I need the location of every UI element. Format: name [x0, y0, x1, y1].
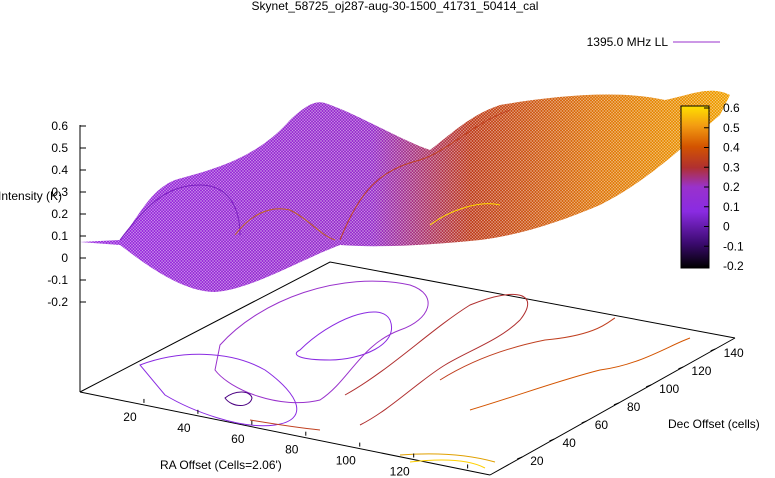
contour-4: [224, 391, 253, 406]
z-tick-label: 0.5: [51, 141, 68, 155]
contour-5: [344, 293, 529, 426]
z-tick-label: -0.1: [47, 273, 68, 287]
dec-tick-label: 40: [562, 436, 576, 450]
colorbar-tick-label: 0.1: [723, 200, 740, 214]
colorbar-tick-label: -0.1: [723, 239, 744, 253]
contour-2: [214, 280, 429, 404]
z-tick-label: 0.6: [51, 119, 68, 133]
colorbar-tick-label: 0.4: [723, 141, 740, 155]
base-plane: [79, 261, 736, 476]
surface-mesh-overlay: [80, 90, 730, 292]
dec-tick-label: 80: [627, 400, 641, 414]
colorbar-tick-label: 0.6: [723, 101, 740, 115]
surface-ridge-1: [119, 184, 241, 241]
colorbar: 0.6 0.5 0.4 0.3 0.2 0.1 0 -0.1 -0.2: [680, 101, 744, 273]
ra-axis-line: [79, 391, 491, 476]
dec-tick: [645, 384, 652, 388]
contour-3: [139, 353, 298, 427]
ra-axis-ticks: 20 40 60 80 100 120 140: [123, 398, 469, 478]
base-back-edges: [79, 261, 736, 393]
contour-9: [399, 453, 496, 463]
dec-tick-label: 60: [595, 418, 609, 432]
ra-tick-label: 60: [231, 432, 245, 446]
dec-tick: [710, 348, 716, 352]
z-tick-label: 0: [61, 251, 68, 265]
surface-ridge-2: [234, 208, 336, 241]
surface-mesh: [80, 90, 730, 292]
surface-ridge-3: [339, 109, 511, 241]
z-tick-label: 0.4: [51, 163, 68, 177]
colorbar-tick-label: -0.2: [723, 259, 744, 273]
colorbar-tick-label: 0.3: [723, 160, 740, 174]
dec-tick: [517, 456, 523, 460]
dec-tick: [613, 402, 620, 406]
contour-lines: [139, 280, 691, 469]
dec-tick-label: 20: [530, 454, 544, 468]
dec-tick-label: 140: [724, 346, 744, 360]
ra-tick-label: 120: [390, 465, 410, 478]
ra-tick-label: 100: [336, 454, 356, 468]
ra-tick-label: 140: [444, 475, 464, 478]
chart-title: Skynet_58725_oj287-aug-30-1500_41731_504…: [252, 0, 539, 13]
dec-tick-label: 100: [659, 382, 679, 396]
dec-axis-ticks: 20 40 60 80 100 120 140: [517, 346, 744, 468]
z-tick-label: 0.2: [51, 207, 68, 221]
z-tick-label: 0.1: [51, 229, 68, 243]
dec-tick-label: 120: [691, 364, 711, 378]
dec-axis-line: [489, 337, 736, 476]
z-tick-label: 0.3: [51, 185, 68, 199]
dec-axis-label: Dec Offset (cells): [668, 417, 760, 431]
contour-7: [439, 317, 616, 381]
ra-tick-label: 80: [285, 443, 299, 457]
colorbar-tick-label: 0: [723, 220, 730, 234]
dec-tick: [549, 438, 555, 442]
ra-tick-label: 20: [123, 410, 137, 424]
z-axis-label: Intensity (K): [0, 189, 62, 203]
colorbar-tick-label: 0.2: [723, 180, 740, 194]
z-tick-label: -0.2: [47, 295, 68, 309]
z-axis: 0.6 0.5 0.4 0.3 0.2 0.1 0 -0.1 -0.2 Intensity (K…: [0, 119, 86, 392]
contour-1: [295, 311, 393, 361]
surface-peak: [429, 203, 501, 226]
ra-tick-label: 40: [177, 421, 191, 435]
legend: 1395.0 MHz LL: [587, 35, 720, 49]
dec-tick: [581, 420, 587, 424]
ra-axis-label: RA Offset (Cells=2.06'): [160, 458, 282, 472]
dec-tick: [678, 366, 684, 370]
contour-10: [409, 459, 486, 469]
colorbar-tick-label: 0.5: [723, 121, 740, 135]
legend-label: 1395.0 MHz LL: [587, 35, 669, 49]
contour-8: [469, 337, 691, 411]
contour-6: [249, 419, 321, 431]
